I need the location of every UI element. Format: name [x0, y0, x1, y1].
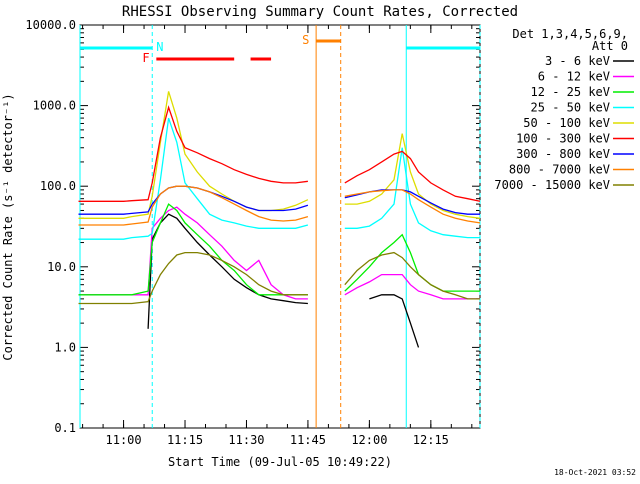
series-line-12-25: [78, 203, 480, 296]
x-tick-label: 11:15: [167, 433, 203, 447]
night-label: N: [156, 40, 163, 54]
flare-label: F: [142, 51, 149, 65]
legend-label: 6 - 12 keV: [538, 70, 610, 84]
x-tick-label: 12:00: [351, 433, 387, 447]
legend-header: Att 0: [592, 39, 628, 53]
y-tick-label: 1000.0: [33, 99, 76, 113]
x-tick-label: 12:15: [413, 433, 449, 447]
y-tick-label: 10000.0: [25, 18, 76, 32]
x-tick-label: 11:00: [106, 433, 142, 447]
x-axis-label: Start Time (09-Jul-05 10:49:22): [168, 455, 392, 469]
legend-label: 7000 - 15000 keV: [494, 178, 610, 192]
x-tick-label: 11:45: [290, 433, 326, 447]
legend-label: 25 - 50 keV: [531, 101, 610, 115]
saa-label: S: [302, 33, 309, 47]
legend-label: 50 - 100 keV: [523, 116, 610, 130]
footer-date: 18-Oct-2021 03:52: [554, 468, 636, 477]
series-line-3-6: [147, 213, 420, 348]
plot-frame: [79, 24, 481, 429]
series-line-50-100: [78, 91, 481, 219]
series-line-7000-15000: [78, 251, 480, 305]
y-axis-label: Corrected Count Rate (s⁻¹ detector⁻¹): [1, 93, 15, 360]
y-tick-label: 100.0: [40, 179, 76, 193]
series-line-25-50: [78, 117, 480, 240]
legend-label: 100 - 300 keV: [516, 132, 610, 146]
x-tick-label: 11:30: [228, 433, 264, 447]
series-line-100-300: [78, 105, 481, 202]
y-tick-label: 10.0: [47, 260, 76, 274]
series-line-800-7000: [78, 185, 481, 226]
legend-label: 3 - 6 keV: [545, 54, 610, 68]
chart-title: RHESSI Observing Summary Count Rates, Co…: [122, 4, 518, 20]
legend-label: 800 - 7000 keV: [509, 163, 610, 177]
y-tick-label: 0.1: [54, 421, 76, 435]
legend-label: 12 - 25 keV: [531, 85, 610, 99]
y-tick-label: 1.0: [54, 340, 76, 354]
legend-header: Det 1,3,4,5,6,9,: [512, 27, 628, 41]
legend-label: 300 - 800 keV: [516, 147, 610, 161]
